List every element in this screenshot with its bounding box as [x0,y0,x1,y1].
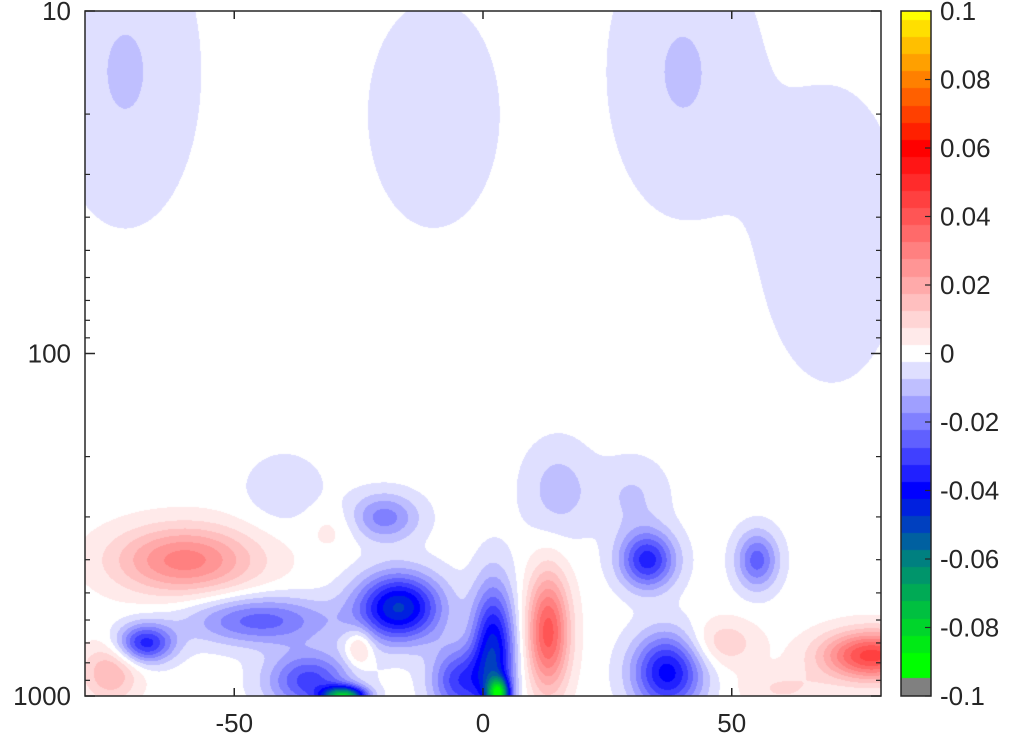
colorbar: 0.1 0.08 0.06 0.04 0.02 0 -0.02 -0.04 -0.06 -0.08… [900,0,999,711]
colorbar-tick-label: -0.02 [940,407,999,437]
colorbar-tick-label: -0.08 [940,613,999,643]
x-tick-label: -50 [215,708,253,738]
y-tick-label: 1000 [13,681,71,711]
y-tick-label: 100 [28,339,71,369]
x-tick-label: 50 [717,708,746,738]
y-tick-label: 10 [42,0,71,26]
colorbar-tick-label: 0.06 [940,133,991,163]
colorbar-tick-label: -0.04 [940,476,999,506]
y-axis: 10 100 1000 [13,0,881,711]
x-axis: -50 0 50 [215,11,746,738]
colorbar-ticks: 0.1 0.08 0.06 0.04 0.02 0 -0.02 -0.04 -0.06 -0.08… [925,0,999,711]
colorbar-tick-label: -0.1 [940,681,985,711]
colorbar-tick-label: 0.08 [940,65,991,95]
colorbar-tick-label: 0 [940,339,954,369]
x-tick-label: 0 [476,708,490,738]
heatmap-field [85,11,881,696]
plot-area [84,10,882,697]
colorbar-tick-label: 0.02 [940,270,991,300]
colorbar-tick-label: -0.06 [940,544,999,574]
colorbar-tick-label: 0.04 [940,202,991,232]
colorbar-tick-label: 0.1 [940,0,976,26]
